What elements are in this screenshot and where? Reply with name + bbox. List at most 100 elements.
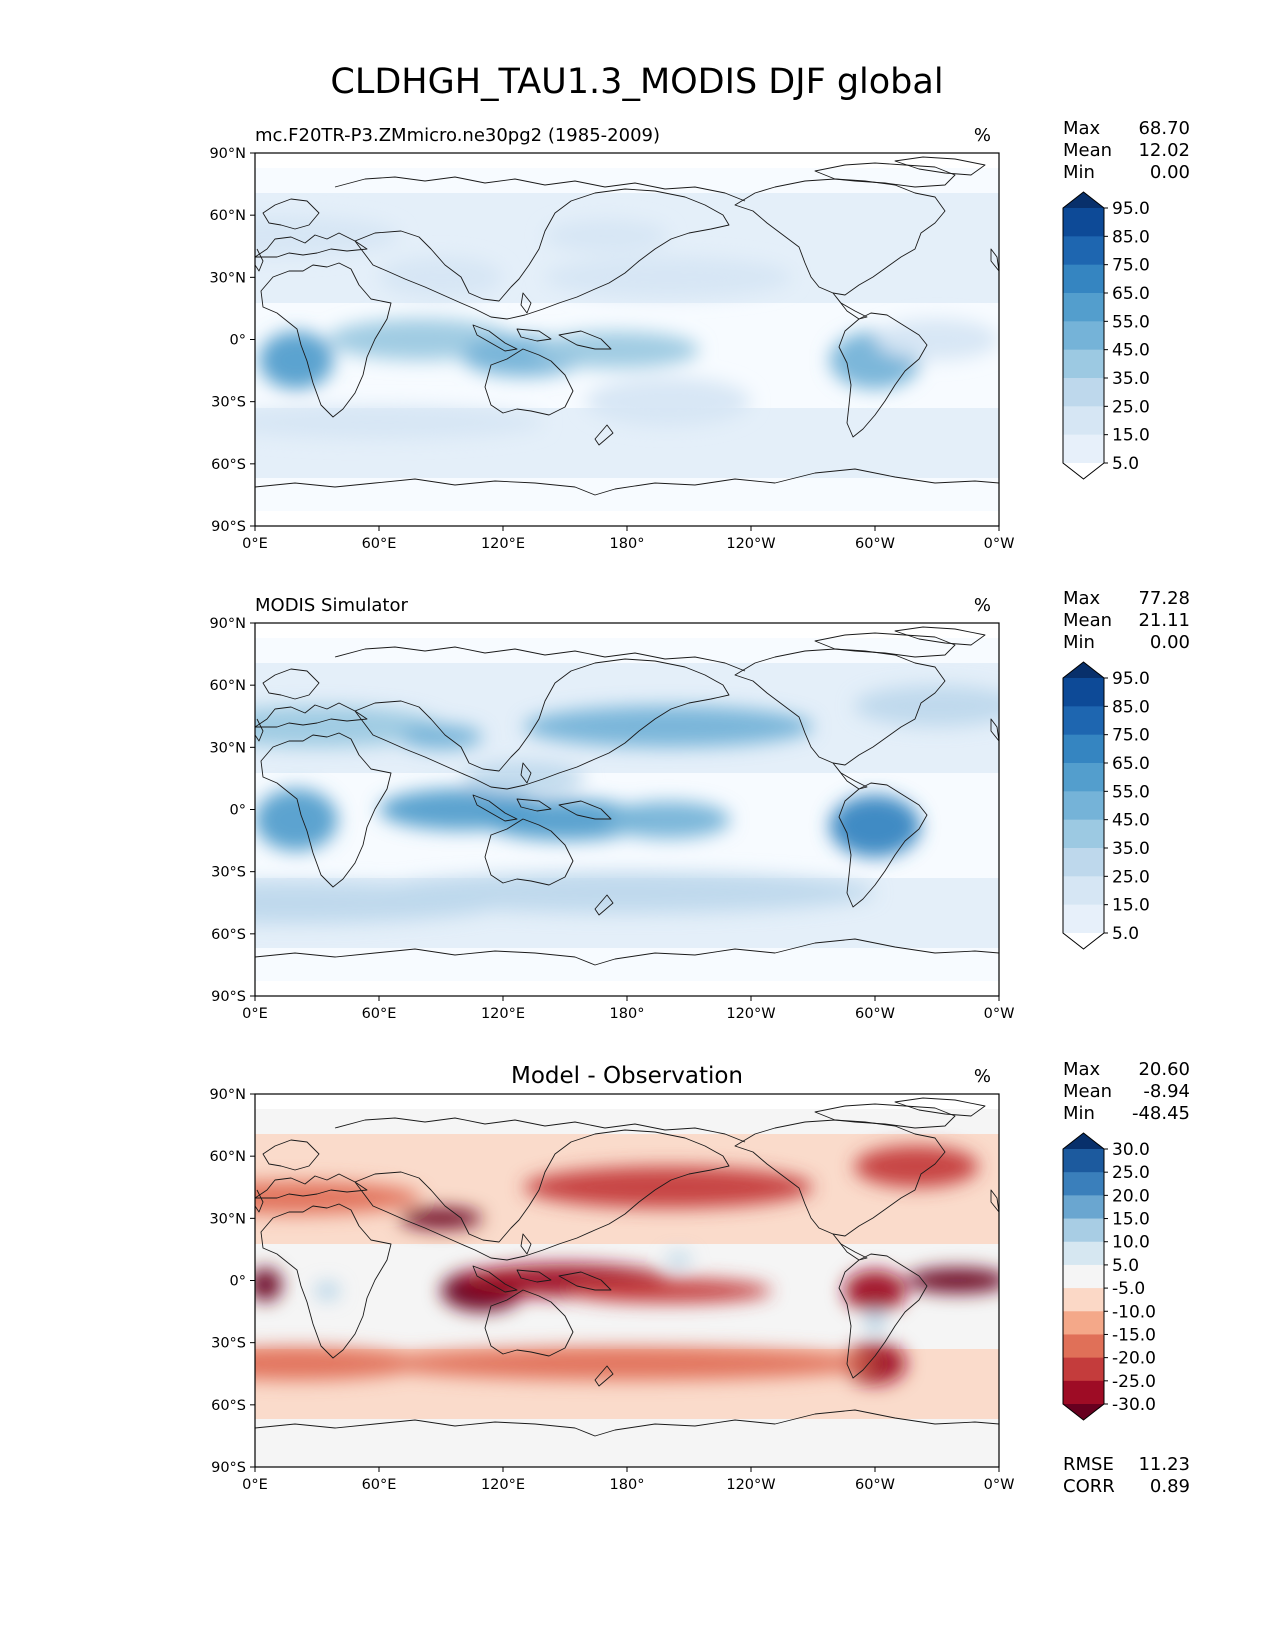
colorbar-label: -25.0 xyxy=(1112,1372,1156,1392)
colorbar-extend-bottom xyxy=(1063,1404,1104,1420)
lat-tick-label: 60°N xyxy=(209,1149,246,1165)
lat-tick-label: 30°S xyxy=(211,1336,246,1352)
field-blob xyxy=(534,331,700,369)
colorbar-label: 65.0 xyxy=(1112,754,1150,774)
map-panel-1: 90°N 60°N 30°N 0° 30°S 60°S 90°S0°E 60°E 120°E 18… xyxy=(209,118,1190,552)
colorbar-extend-bottom xyxy=(1063,933,1104,949)
colorbar-segment xyxy=(1063,1195,1104,1220)
field-blobs xyxy=(255,215,999,439)
units-label: % xyxy=(974,125,991,146)
figure-title: CLDHGH_TAU1.3_MODIS DJF global xyxy=(330,62,943,102)
field-blob xyxy=(255,1268,282,1302)
lat-tick-label: 0° xyxy=(230,803,246,819)
colorbar: 95.0 85.0 75.0 65.0 55.0 45.0 35.0 25.0 15.0 5.0 xyxy=(1062,191,1150,480)
units-label: % xyxy=(974,1066,991,1087)
lon-tick-label: 0°E xyxy=(242,1477,268,1493)
field-blob xyxy=(523,705,813,748)
lat-tick-label: 60°N xyxy=(209,678,246,694)
colorbar-label: -30.0 xyxy=(1112,1395,1156,1415)
field-blobs xyxy=(255,685,999,924)
colorbar-segment xyxy=(1063,763,1104,792)
colorbar-label: 85.0 xyxy=(1112,697,1150,717)
field-blob xyxy=(866,1309,884,1335)
field-blob xyxy=(399,1207,483,1229)
stat-value: -8.94 xyxy=(1143,1081,1190,1102)
field-blob xyxy=(399,724,483,750)
colorbar-segment xyxy=(1063,706,1104,736)
colorbar-segment xyxy=(1063,1218,1104,1243)
colorbar-label: 25.0 xyxy=(1112,397,1150,417)
colorbar-segment xyxy=(1063,1311,1104,1335)
stat-value: 0.00 xyxy=(1150,632,1190,653)
colorbar-label: 5.0 xyxy=(1112,1256,1139,1276)
colorbar-label: 25.0 xyxy=(1112,1163,1150,1183)
field-blob xyxy=(523,1166,813,1208)
lat-tick-label: 0° xyxy=(230,1274,246,1290)
colorbar-label: -15.0 xyxy=(1112,1325,1156,1345)
field-blob xyxy=(379,256,503,299)
field-blob xyxy=(255,882,503,924)
panel-title: mc.F20TR-P3.ZMmicro.ne30pg2 (1985-2009) xyxy=(255,125,660,146)
colorbar: 30.0 25.0 20.0 15.0 10.0 5.0 -5.0 -10.0 -15.0 -20… xyxy=(1062,1132,1156,1421)
panel-title: MODIS Simulator xyxy=(255,595,408,616)
colorbar-segment xyxy=(1063,848,1104,877)
colorbar-segment xyxy=(1063,1264,1104,1289)
field-blob xyxy=(255,405,545,439)
lon-tick-label: 60°W xyxy=(855,1477,895,1493)
colorbar-label: 95.0 xyxy=(1112,669,1150,689)
lon-tick-label: 120°W xyxy=(726,1006,775,1022)
lat-tick-label: 90°S xyxy=(211,519,246,535)
colorbar-label: 45.0 xyxy=(1112,341,1150,361)
colorbar-label: 20.0 xyxy=(1112,1186,1150,1206)
field-blob xyxy=(854,685,999,727)
field-blob xyxy=(379,1346,875,1380)
colorbar-label: -20.0 xyxy=(1112,1349,1156,1369)
stat-value: 68.70 xyxy=(1138,118,1190,139)
field-blob xyxy=(255,705,441,748)
lon-tick-label: 60°E xyxy=(362,536,397,552)
lat-tick-label: 30°N xyxy=(209,1211,246,1227)
colorbar-segment xyxy=(1063,321,1104,351)
field-blob xyxy=(255,1346,421,1380)
stat-value: 20.60 xyxy=(1138,1059,1190,1080)
lat-tick-label: 90°S xyxy=(211,989,246,1005)
stat-label: RMSE xyxy=(1063,1454,1114,1475)
stat-label: Min xyxy=(1063,1103,1095,1124)
colorbar-label: 30.0 xyxy=(1112,1140,1150,1160)
colorbar-segment xyxy=(1063,1149,1104,1173)
colorbar-label: 15.0 xyxy=(1112,1210,1150,1230)
colorbar-label: 35.0 xyxy=(1112,839,1150,859)
colorbar-label: 25.0 xyxy=(1112,867,1150,887)
colorbar-segment xyxy=(1063,1172,1104,1196)
colorbar-label: 95.0 xyxy=(1112,199,1150,219)
colorbar-label: 65.0 xyxy=(1112,284,1150,304)
colorbar-label: 15.0 xyxy=(1112,896,1150,916)
colorbar-segment xyxy=(1063,791,1104,821)
colorbar-segment xyxy=(1063,434,1104,464)
colorbar-segment xyxy=(1063,904,1104,934)
stat-label: Max xyxy=(1063,118,1101,139)
colorbar-label: 75.0 xyxy=(1112,256,1150,276)
field-blob xyxy=(565,1278,772,1304)
stat-value: 77.28 xyxy=(1138,588,1190,609)
colorbar-segment xyxy=(1063,1357,1104,1382)
colorbar-segment xyxy=(1063,293,1104,322)
colorbar-label: 15.0 xyxy=(1112,426,1150,446)
field-blob xyxy=(255,788,338,851)
colorbar-label: 55.0 xyxy=(1112,782,1150,802)
lat-tick-label: 60°S xyxy=(211,1398,246,1414)
field-blob xyxy=(829,794,921,858)
colorbar-segment xyxy=(1063,349,1104,379)
field-blob xyxy=(482,799,648,841)
lon-tick-label: 60°E xyxy=(362,1477,397,1493)
map-panel-3: 90°N 60°N 30°N 0° 30°S 60°S 90°S0°E 60°E 120°E 18… xyxy=(209,1059,1190,1497)
lon-tick-label: 0°E xyxy=(242,536,268,552)
colorbar-extend-top xyxy=(1063,662,1104,678)
lat-tick-label: 30°S xyxy=(211,865,246,881)
field-blob xyxy=(255,1181,421,1215)
field-blob xyxy=(544,256,793,299)
field-blob xyxy=(854,1145,979,1188)
colorbar-label: 55.0 xyxy=(1112,312,1150,332)
field-blob xyxy=(666,1253,692,1266)
lat-tick-label: 30°S xyxy=(211,395,246,411)
